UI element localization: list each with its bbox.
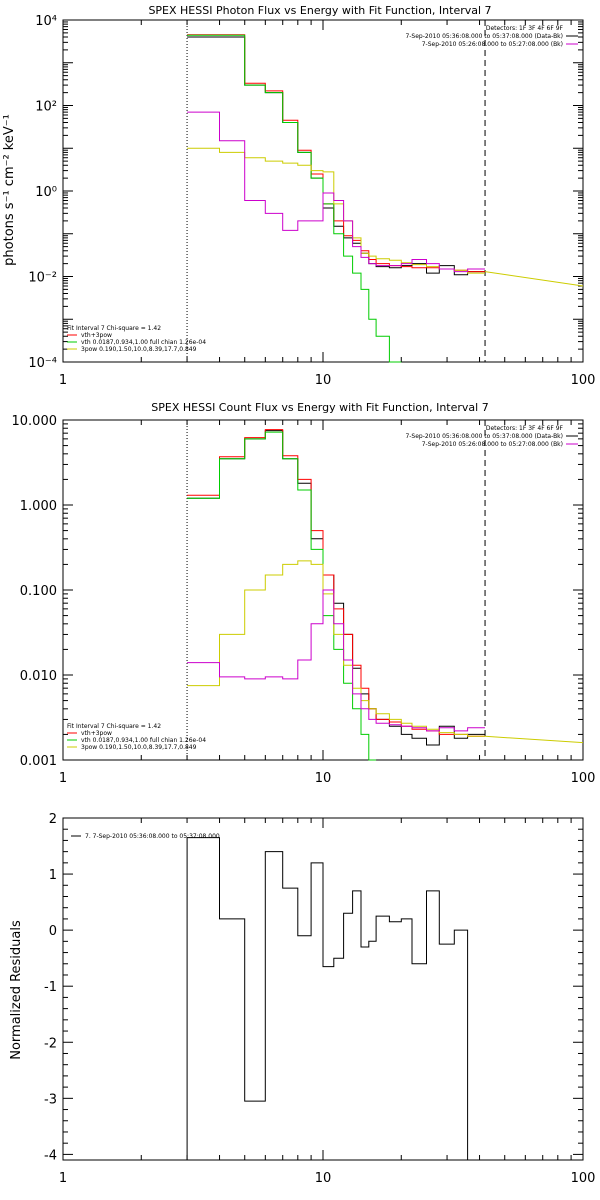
- header-legend-text: 7-Sep-2010 05:26:08.000 to 05:27:08.000 …: [422, 441, 563, 448]
- series-bk: [187, 589, 485, 732]
- fit-legend-text: vth+3pow: [81, 730, 112, 737]
- series-vth-3pow: [187, 429, 485, 737]
- series-vth: [187, 34, 402, 363]
- series-data-bk: [187, 430, 485, 746]
- y-tick-label: 10²: [35, 100, 57, 115]
- y-tick-label: -2: [44, 1036, 57, 1051]
- y-axis-label: Normalized Residuals: [9, 920, 24, 1060]
- series-7-7-sep-2010-05-36-08-000-to-05-37-08-000: [186, 837, 469, 1160]
- y-tick-label: 10⁰: [35, 185, 57, 200]
- x-tick-label: 1: [59, 373, 67, 388]
- series-vth-3pow: [187, 34, 485, 273]
- y-tick-label: -3: [44, 1092, 57, 1107]
- series-vth: [187, 431, 377, 761]
- y-tick-label: -4: [44, 1148, 57, 1163]
- residuals-panel: Normalized Residuals 1 10 100 -4 -3 -2 -1 0 1 2 7.…: [9, 812, 595, 1186]
- series-bk: [187, 111, 485, 273]
- x-tick-label: 100: [571, 373, 596, 388]
- y-axis-label: photons s⁻¹ cm⁻² keV⁻¹: [2, 114, 17, 266]
- x-tick-label: 10: [315, 373, 332, 388]
- fit-legend-text: Fit Interval 7 Chi-square = 1.42: [67, 723, 161, 730]
- y-tick-label: 0.001: [20, 754, 57, 769]
- x-tick-label: 1: [59, 771, 67, 786]
- y-tick-label: 10.000: [12, 414, 58, 429]
- fit-legend-text: vth 0.0187,0.934,1.00 full chian 1.26e-0…: [81, 339, 206, 346]
- fit-legend-text: vth 0.0187,0.934,1.00 full chian 1.26e-0…: [81, 737, 206, 744]
- fit-extension-line: [485, 735, 584, 744]
- y-tick-label: 10⁴: [35, 14, 57, 29]
- x-tick-label: 100: [571, 1171, 596, 1186]
- header-legend-text: 7-Sep-2010 05:36:08.000 to 05:37:08.000 …: [405, 33, 563, 40]
- header-legend-text: 7-Sep-2010 05:26:08.000 to 05:27:08.000 …: [422, 41, 563, 48]
- fit-legend-text: vth+3pow: [81, 332, 112, 339]
- y-tick-label: 10⁻²: [28, 271, 57, 286]
- series-3pow: [187, 560, 485, 737]
- series-data-bk: [187, 36, 485, 276]
- x-tick-label: 100: [571, 771, 596, 786]
- panel-title: SPEX HESSI Photon Flux vs Energy with Fi…: [148, 4, 491, 17]
- x-tick-label: 10: [315, 771, 332, 786]
- panel-title: SPEX HESSI Count Flux vs Energy with Fit…: [151, 401, 488, 414]
- y-tick-label: 1.000: [20, 499, 57, 514]
- y-tick-label: 0: [49, 924, 57, 939]
- x-tick-label: 1: [59, 1171, 67, 1186]
- fit-extension-line: [484, 271, 584, 287]
- fit-legend-text: 3pow 0.190,1.50,10.0,8.39,17.7,0.849: [81, 346, 197, 353]
- header-legend-text: Detectors: 1F 3F 4F 6F 9F: [486, 25, 564, 32]
- fit-legend-text: 7. 7-Sep-2010 05:36:08.000 to 05:37:08.0…: [85, 833, 220, 840]
- photon-flux-panel: SPEX HESSI Photon Flux vs Energy with Fi…: [2, 4, 595, 388]
- y-tick-label: -1: [44, 980, 57, 995]
- count-flux-panel: SPEX HESSI Count Flux vs Energy with Fit…: [12, 401, 596, 786]
- fit-legend-text: Fit Interval 7 Chi-square = 1.42: [67, 325, 161, 332]
- y-tick-label: 0.100: [20, 584, 57, 599]
- header-legend-text: Detectors: 1F 3F 4F 6F 9F: [486, 425, 564, 432]
- fit-legend-text: 3pow 0.190,1.50,10.0,8.39,17.7,0.849: [81, 744, 197, 751]
- y-tick-label: 2: [49, 812, 57, 827]
- y-tick-label: 0.010: [20, 669, 57, 684]
- y-tick-label: 1: [49, 868, 57, 883]
- series-3pow: [187, 147, 485, 274]
- x-tick-label: 10: [315, 1171, 332, 1186]
- header-legend-text: 7-Sep-2010 05:36:08.000 to 05:37:08.000 …: [405, 433, 563, 440]
- y-tick-label: 10⁻⁴: [28, 356, 57, 371]
